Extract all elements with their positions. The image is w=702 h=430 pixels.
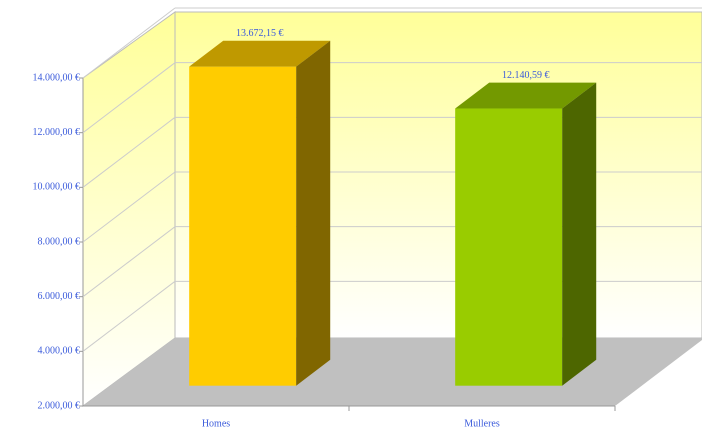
- bar-side: [562, 82, 597, 386]
- value-label: 12.140,59 €: [502, 70, 550, 81]
- y-tick-label: 8.000,00 €: [38, 236, 81, 247]
- grid-line: [82, 280, 176, 352]
- value-label: 13.672,15 €: [236, 28, 284, 39]
- y-tick-label: 10.000,00 €: [33, 182, 81, 193]
- grid-line: [82, 7, 176, 79]
- bar-front: [455, 108, 563, 386]
- bar-top: [189, 40, 331, 67]
- grid-line: [82, 62, 176, 134]
- bar-top: [455, 82, 597, 109]
- y-tick-label: 6.000,00 €: [38, 291, 81, 302]
- bar-front: [189, 66, 297, 386]
- left-wall: [82, 11, 176, 407]
- grid-line: [82, 116, 176, 188]
- grid-line: [82, 226, 176, 298]
- floor: [83, 338, 702, 406]
- y-tick-label: 12.000,00 €: [33, 127, 81, 138]
- y-tick-label: 2.000,00 €: [38, 400, 81, 411]
- bar-side: [296, 40, 331, 386]
- y-tick-label: 4.000,00 €: [38, 346, 81, 357]
- grid-line: [82, 171, 176, 243]
- y-tick-label: 14.000,00 €: [33, 72, 81, 83]
- x-tick-label: Homes: [202, 418, 230, 429]
- x-tick-label: Mulleres: [464, 418, 500, 429]
